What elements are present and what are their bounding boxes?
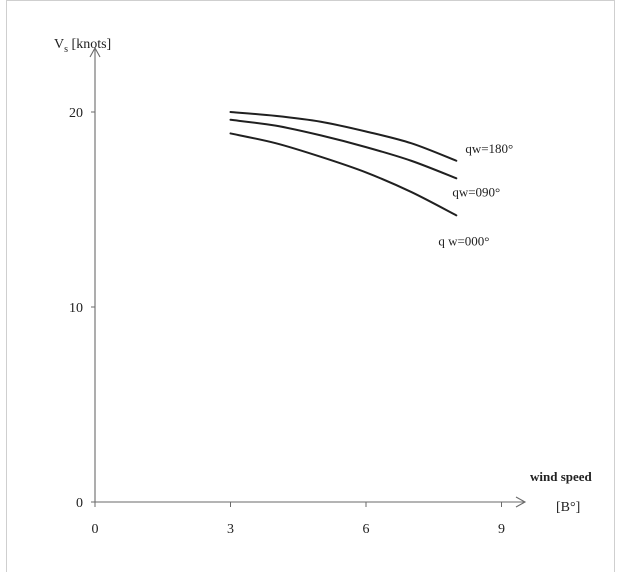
series-label-3: q w=000° [438, 233, 489, 248]
series-line-1 [229, 111, 458, 162]
series-line-3 [229, 132, 458, 217]
x-tick-label: 0 [92, 522, 99, 537]
x-tick-label: 3 [227, 522, 234, 537]
y-axis-arrow [89, 46, 101, 58]
x-tick-label: 9 [498, 522, 505, 537]
y-tick-label: 20 [69, 106, 83, 121]
chart-frame [6, 0, 615, 572]
x-tick-label: 6 [363, 522, 370, 537]
series-label-2: qw=090° [452, 184, 500, 199]
x-axis-label: wind speed [530, 469, 593, 484]
series-label-1: qw=180° [465, 141, 513, 156]
y-tick-label: 0 [76, 496, 83, 511]
x-axis-arrow [515, 496, 527, 508]
x-axis-unit: [B°] [556, 500, 580, 515]
y-axis-label: Vs [knots] [54, 37, 111, 55]
series-line-2 [229, 118, 458, 180]
y-tick-label: 10 [69, 301, 83, 316]
